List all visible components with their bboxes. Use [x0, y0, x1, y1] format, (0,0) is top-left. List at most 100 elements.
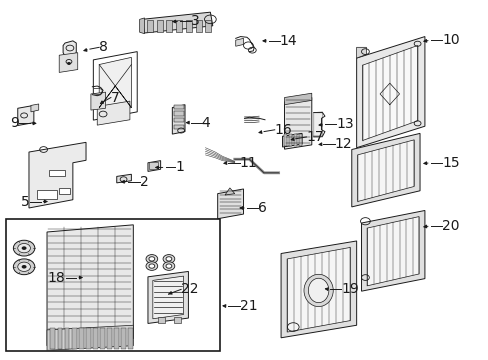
Bar [58, 328, 62, 349]
Bar [37, 190, 57, 199]
Text: 7: 7 [111, 90, 120, 104]
Circle shape [163, 255, 174, 263]
Text: 22: 22 [181, 282, 198, 296]
Bar [173, 118, 183, 122]
Circle shape [21, 265, 26, 269]
Bar [173, 105, 183, 109]
Bar [284, 134, 287, 146]
Polygon shape [362, 45, 417, 140]
Circle shape [149, 257, 155, 261]
Circle shape [146, 255, 158, 263]
Bar [173, 125, 183, 129]
Polygon shape [361, 211, 424, 291]
Circle shape [67, 62, 70, 64]
Bar [79, 328, 83, 349]
Polygon shape [235, 39, 243, 46]
Polygon shape [284, 98, 311, 149]
Bar [166, 20, 172, 32]
Bar [86, 328, 91, 349]
Bar [173, 317, 181, 323]
Bar [149, 162, 158, 168]
Bar [158, 317, 164, 323]
Polygon shape [224, 188, 234, 195]
Bar [64, 328, 69, 349]
Text: 9: 9 [10, 116, 19, 130]
Circle shape [13, 259, 35, 275]
Polygon shape [63, 41, 76, 56]
Ellipse shape [308, 278, 328, 303]
Polygon shape [366, 217, 418, 286]
Bar [50, 328, 55, 349]
Circle shape [146, 262, 158, 270]
Polygon shape [142, 12, 212, 33]
Bar [72, 328, 77, 349]
Bar [114, 328, 119, 349]
Polygon shape [93, 51, 137, 120]
Bar [107, 328, 112, 349]
Bar [93, 328, 98, 349]
Bar [147, 20, 153, 32]
Circle shape [163, 262, 174, 270]
Polygon shape [313, 112, 322, 138]
Text: 2: 2 [140, 175, 148, 189]
Bar [49, 170, 65, 176]
Circle shape [21, 246, 26, 250]
Bar [59, 188, 70, 194]
Text: 14: 14 [279, 34, 297, 48]
Polygon shape [357, 140, 413, 202]
Bar [121, 328, 126, 349]
Circle shape [18, 262, 30, 271]
Ellipse shape [304, 274, 332, 307]
Polygon shape [287, 247, 349, 332]
Polygon shape [47, 225, 133, 346]
Text: 20: 20 [441, 219, 459, 233]
Text: 19: 19 [340, 282, 358, 296]
Polygon shape [148, 161, 160, 171]
Bar [173, 111, 183, 116]
Polygon shape [29, 142, 86, 208]
Polygon shape [97, 101, 130, 125]
Circle shape [165, 257, 171, 261]
Polygon shape [217, 189, 243, 219]
Polygon shape [47, 325, 133, 350]
Text: 15: 15 [441, 156, 459, 170]
Text: 3: 3 [190, 14, 199, 28]
Text: 11: 11 [239, 156, 257, 170]
Text: 21: 21 [239, 299, 257, 313]
Polygon shape [91, 92, 105, 110]
Circle shape [18, 243, 30, 253]
Text: 12: 12 [334, 137, 352, 151]
Text: 1: 1 [175, 161, 184, 175]
Bar [157, 20, 162, 32]
Text: 8: 8 [99, 40, 108, 54]
Text: 6: 6 [258, 201, 266, 215]
Bar [299, 134, 302, 146]
Polygon shape [351, 134, 419, 207]
Polygon shape [148, 271, 188, 323]
Polygon shape [117, 174, 131, 183]
Bar [195, 20, 201, 32]
Polygon shape [99, 57, 131, 115]
Polygon shape [282, 134, 302, 147]
Circle shape [149, 264, 155, 268]
Polygon shape [153, 276, 183, 319]
Polygon shape [140, 18, 144, 34]
Polygon shape [172, 105, 184, 134]
Text: 13: 13 [335, 117, 353, 131]
Polygon shape [281, 241, 356, 338]
Polygon shape [59, 53, 78, 72]
Polygon shape [18, 105, 34, 126]
Text: 16: 16 [274, 123, 292, 137]
Bar [176, 20, 182, 32]
Circle shape [13, 240, 35, 256]
Text: 5: 5 [21, 194, 30, 208]
Bar [294, 134, 297, 146]
Polygon shape [356, 47, 366, 58]
Bar [5, 219, 220, 351]
Bar [100, 328, 105, 349]
Circle shape [165, 264, 171, 268]
Text: 18: 18 [48, 271, 65, 284]
Text: 17: 17 [306, 130, 324, 144]
Polygon shape [356, 37, 424, 148]
Bar [128, 328, 133, 349]
